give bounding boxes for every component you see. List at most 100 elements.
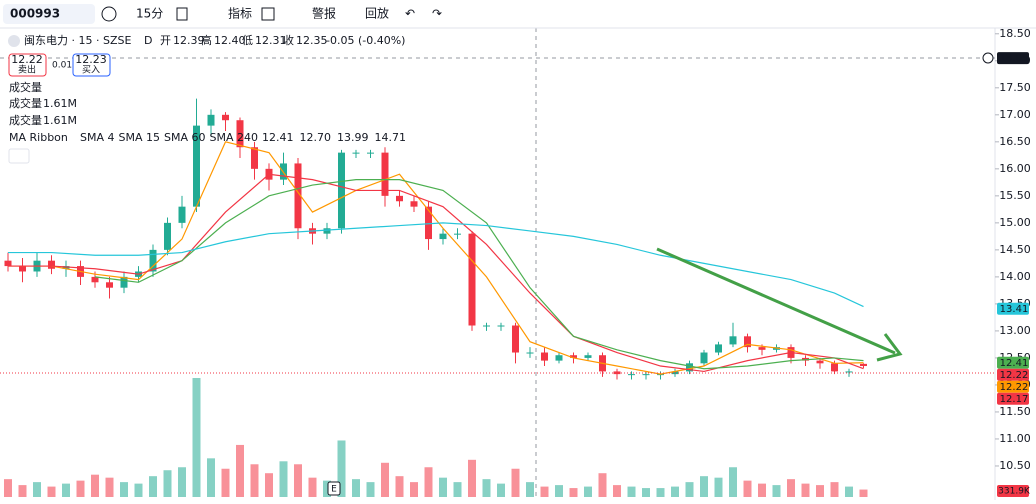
candle-body xyxy=(425,206,432,240)
volume-bar xyxy=(685,482,694,497)
candle-body xyxy=(106,282,113,288)
volume-bar xyxy=(845,486,853,497)
replay-btn[interactable]: 回放 xyxy=(365,6,389,21)
alert-btn[interactable]: 警报 xyxy=(312,6,336,21)
y-tick-label: 18.50 xyxy=(999,27,1031,40)
volume-bar xyxy=(714,477,723,497)
volume-bar xyxy=(468,459,476,497)
toolbar: 000993 15分 指标 警报 回放 ↶ ↷ xyxy=(0,0,1036,29)
buy-price[interactable]: 12.23 xyxy=(75,53,107,66)
ma-line xyxy=(94,179,864,370)
buy-btn[interactable] xyxy=(72,53,111,77)
volume-bar xyxy=(743,480,752,497)
volume-bar xyxy=(294,464,302,497)
volume-bar xyxy=(772,485,781,497)
symbol-box[interactable] xyxy=(3,4,95,24)
candle-icon[interactable] xyxy=(176,7,188,21)
candle-body xyxy=(729,336,737,345)
volume-bar xyxy=(279,461,288,497)
sell-label[interactable]: 卖出 xyxy=(18,64,36,76)
candle-body xyxy=(686,363,693,372)
candle-body xyxy=(584,355,592,358)
price-label: 12.22 xyxy=(1000,370,1029,381)
redo[interactable]: ↷ xyxy=(432,7,442,21)
candle-body xyxy=(816,360,824,364)
candle-body xyxy=(468,233,476,326)
collapse-btn[interactable] xyxy=(8,148,30,164)
candle-body xyxy=(541,352,548,361)
volume-bar xyxy=(627,486,636,497)
candle-body xyxy=(164,222,171,250)
volume-bar xyxy=(801,483,810,497)
candle-body xyxy=(570,355,577,358)
candle-body xyxy=(410,201,418,207)
candle-body xyxy=(352,152,360,154)
candle-body xyxy=(19,266,26,272)
y-tick-label: 17.50 xyxy=(999,81,1031,94)
price-label-bg xyxy=(997,380,1029,393)
volume-bar xyxy=(250,464,259,497)
volume-bar xyxy=(395,476,404,497)
sell-btn[interactable] xyxy=(8,53,47,77)
volume-bar xyxy=(540,486,549,497)
volume-bar xyxy=(569,488,578,497)
volume-label: 331.9K xyxy=(998,487,1031,497)
crosshair-plus xyxy=(982,52,994,64)
y-tick-label: 16.50 xyxy=(999,135,1031,148)
candle-body xyxy=(454,233,461,235)
candle-body xyxy=(178,206,186,223)
interval[interactable]: 15分 xyxy=(136,7,163,21)
price-label: 12.41 xyxy=(1000,358,1029,369)
ma-value: 12.70 xyxy=(300,131,332,144)
candle-body xyxy=(831,363,838,372)
price-label: 12.22 xyxy=(1000,382,1029,393)
volume-bar xyxy=(859,489,868,497)
volume-bar xyxy=(584,486,592,497)
volume-bar xyxy=(555,485,563,497)
candle-body xyxy=(381,152,389,196)
symbol-logo xyxy=(8,35,20,47)
trend-arrow xyxy=(656,247,896,355)
volume-bar xyxy=(221,468,230,497)
add-icon[interactable] xyxy=(101,6,117,22)
undo[interactable]: ↶ xyxy=(405,7,415,21)
candle-body xyxy=(439,233,447,240)
y-tick-label: 15.50 xyxy=(999,189,1031,202)
volume-bar xyxy=(47,486,56,497)
volume-bar xyxy=(62,483,70,497)
buy-label[interactable]: 买入 xyxy=(82,65,100,76)
candle-body xyxy=(483,325,490,327)
ma-name: SMA 240 xyxy=(210,131,259,144)
high-label: 高 xyxy=(201,33,212,47)
volume-bar xyxy=(192,378,201,497)
y-tick-label: 16.00 xyxy=(999,162,1031,175)
y-tick-label: 11.50 xyxy=(999,405,1031,418)
volume-bar xyxy=(671,486,679,497)
symbol[interactable]: 000993 xyxy=(10,7,60,21)
volume-bar xyxy=(656,488,665,497)
volume-bar xyxy=(265,473,273,497)
ma-value: 12.41 xyxy=(262,131,294,144)
volume-bar xyxy=(381,462,389,497)
volume-bar xyxy=(236,444,244,497)
symbol-name: 闽东电力 · 15 · SZSE xyxy=(24,34,131,47)
volume-bar xyxy=(4,479,12,497)
layout-icon[interactable] xyxy=(261,7,275,21)
candle-body xyxy=(744,336,751,348)
candle-body xyxy=(48,260,55,269)
volume-bar xyxy=(163,470,172,497)
candle-body xyxy=(323,228,331,234)
sell-price[interactable]: 12.22 xyxy=(11,53,43,66)
volume-bar xyxy=(337,440,346,497)
candle-body xyxy=(642,374,650,376)
y-tick-label: 11.00 xyxy=(999,432,1031,445)
volume-bar xyxy=(76,480,85,497)
candle-body xyxy=(4,260,12,267)
toolbar-bg xyxy=(0,0,1036,28)
vol-name-1: 成交量 xyxy=(9,113,42,127)
indicators-btn[interactable]: 指标 xyxy=(228,6,252,21)
volume-bar xyxy=(758,483,766,497)
volume-bar xyxy=(149,476,157,497)
y-tick-label: 13.00 xyxy=(999,324,1031,337)
